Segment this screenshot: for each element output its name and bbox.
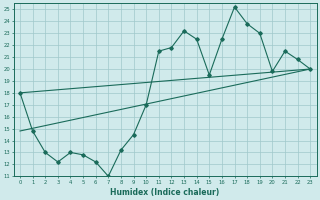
X-axis label: Humidex (Indice chaleur): Humidex (Indice chaleur)	[110, 188, 220, 197]
